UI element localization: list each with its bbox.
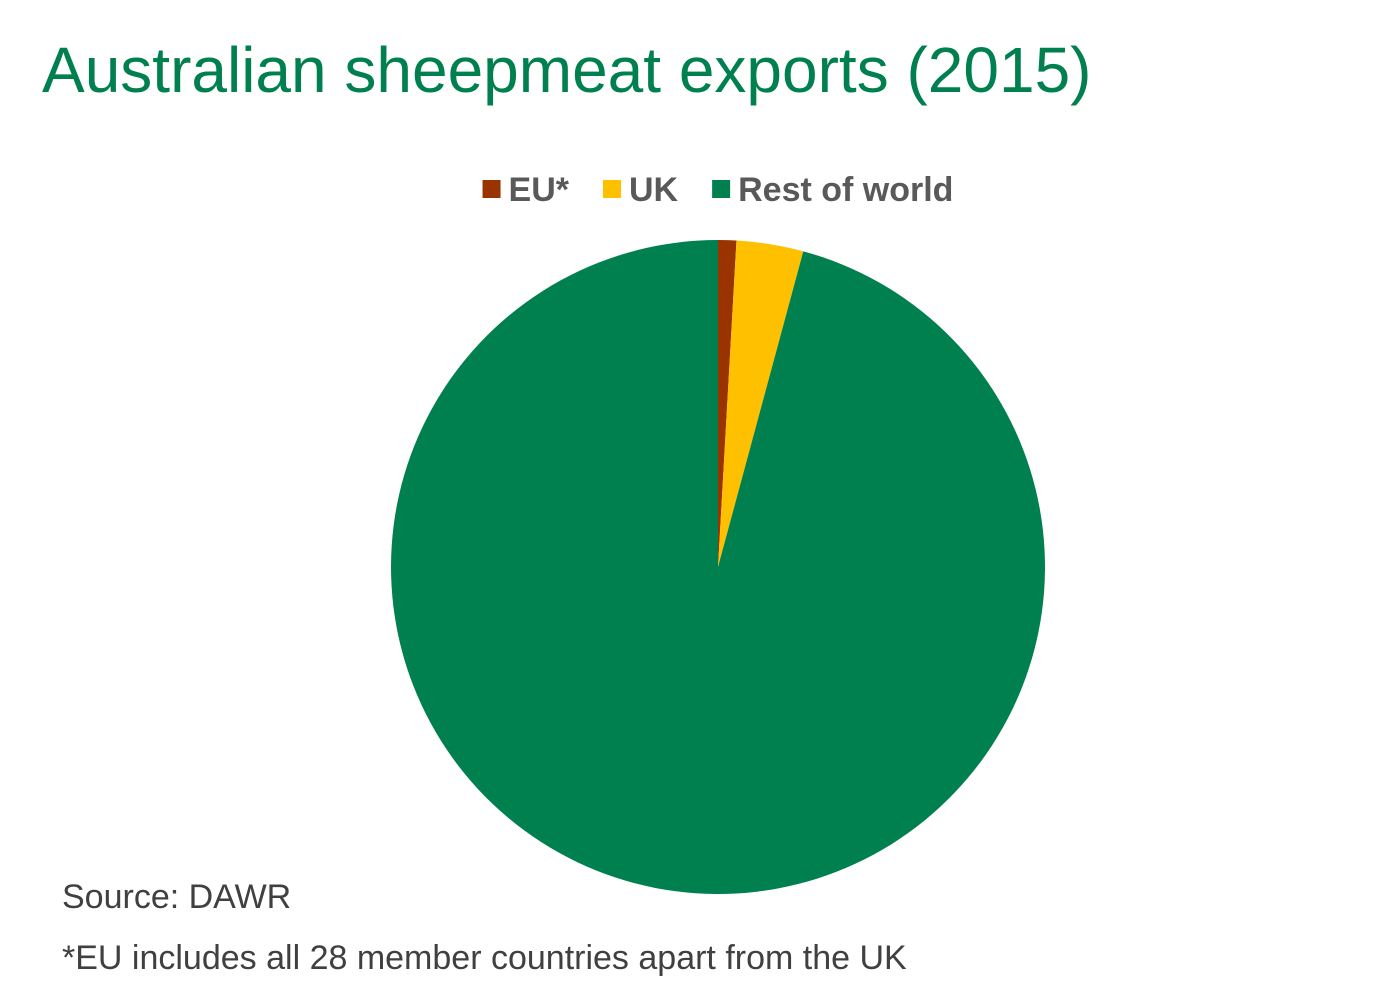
chart-title: Australian sheepmeat exports (2015) (42, 34, 1091, 106)
pie-slice (718, 240, 737, 567)
legend-label: UK (629, 171, 679, 209)
footnote: *EU includes all 28 member countries apa… (62, 939, 907, 977)
legend-swatch (603, 180, 622, 198)
legend-swatch (482, 180, 501, 198)
pie-slice (718, 240, 804, 567)
source: Source: DAWR (62, 878, 291, 916)
legend-label: EU* (509, 171, 570, 209)
legend-swatch (712, 180, 731, 198)
legend-label: Rest of world (738, 171, 953, 209)
pie-slice (390, 240, 1045, 894)
